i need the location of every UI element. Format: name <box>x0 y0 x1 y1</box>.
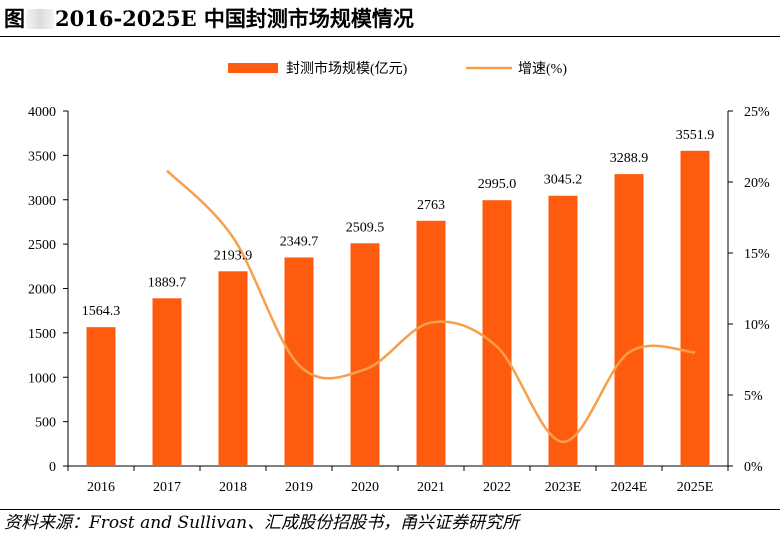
right-axis-tick-label: 0% <box>744 460 763 475</box>
bar-value-label: 3288.9 <box>610 151 649 166</box>
x-axis-tick-label: 2016 <box>87 480 115 495</box>
redacted-figure-number <box>26 9 54 29</box>
left-axis-tick-label: 1500 <box>28 327 56 342</box>
chart-title: 图 2016-2025E 中国封测市场规模情况 <box>4 6 414 32</box>
title-divider <box>0 36 780 37</box>
bar-value-label: 1889.7 <box>148 275 187 290</box>
left-axis-tick-label: 1000 <box>28 371 56 386</box>
x-axis-tick-label: 2023E <box>545 480 582 495</box>
x-axis-tick-label: 2025E <box>677 480 714 495</box>
legend: 封测市场规模(亿元) 增速(%) <box>228 60 567 77</box>
bar-value-label: 2509.5 <box>346 220 385 235</box>
bar-value-label: 2995.0 <box>478 177 517 192</box>
bar-value-label: 2349.7 <box>280 234 319 249</box>
x-axis-tick-label: 2021 <box>417 480 445 495</box>
right-axis-tick-label: 5% <box>744 389 763 404</box>
left-axis-tick-label: 3000 <box>28 194 56 209</box>
source-note: 资料来源：Frost and Sullivan、汇成股份招股书，甬兴证券研究所 <box>4 513 520 533</box>
legend-label-line: 增速(%) <box>518 61 567 77</box>
bar <box>614 174 644 467</box>
bar <box>416 220 446 466</box>
left-axis-tick-label: 0 <box>49 460 56 475</box>
bar-value-label: 2763 <box>417 198 445 213</box>
bar <box>152 298 182 466</box>
x-axis-tick-label: 2022 <box>483 480 511 495</box>
data-labels: 1564.3 1889.7 2193.9 2349.7 2509.5 2763 2995.0… <box>82 128 715 319</box>
right-axis-tick-label: 20% <box>744 176 770 191</box>
bar <box>218 271 248 466</box>
bar-value-label: 3045.2 <box>544 173 583 188</box>
growth-rate-line <box>166 169 696 444</box>
bar <box>680 150 710 467</box>
left-axis-tick-label: 2500 <box>28 238 56 253</box>
x-axis-tick-label: 2019 <box>285 480 313 495</box>
bar <box>350 243 380 466</box>
left-axis-tick-label: 500 <box>35 416 56 431</box>
legend-swatch-bar <box>228 63 278 73</box>
bar <box>482 200 512 466</box>
source-divider <box>0 509 780 510</box>
right-axis-tick-label: 15% <box>744 247 770 262</box>
title-prefix: 图 <box>4 6 25 31</box>
left-axis-tick-label: 3500 <box>28 149 56 164</box>
bar-value-label: 1564.3 <box>82 304 121 319</box>
bar-value-label: 3551.9 <box>676 128 715 143</box>
bar <box>548 195 578 466</box>
title-main: 2016-2025E 中国封测市场规模情况 <box>55 6 414 31</box>
x-axis-tick-label: 2017 <box>153 480 181 495</box>
left-axis-tick-label: 4000 <box>28 105 56 120</box>
bar <box>86 327 116 466</box>
bar-series <box>86 150 710 467</box>
bar-value-label: 2193.9 <box>214 248 253 263</box>
left-axis-tick-label: 2000 <box>28 283 56 298</box>
chart-canvas: 封测市场规模(亿元) 增速(%) 0 500 1000 1500 2000 2500 3000… <box>28 60 770 495</box>
right-axis-tick-label: 10% <box>744 318 770 333</box>
x-axis-tick-label: 2020 <box>351 480 379 495</box>
legend-label-bar: 封测市场规模(亿元) <box>286 60 408 77</box>
x-axis-tick-label: 2018 <box>219 480 247 495</box>
right-axis-tick-label: 25% <box>744 105 770 120</box>
x-axis-tick-label: 2024E <box>611 480 648 495</box>
line-series <box>166 169 696 444</box>
bar <box>284 257 314 466</box>
axes: 0 500 1000 1500 2000 2500 3000 3500 4000 0% 5% 10% 1… <box>28 105 770 495</box>
